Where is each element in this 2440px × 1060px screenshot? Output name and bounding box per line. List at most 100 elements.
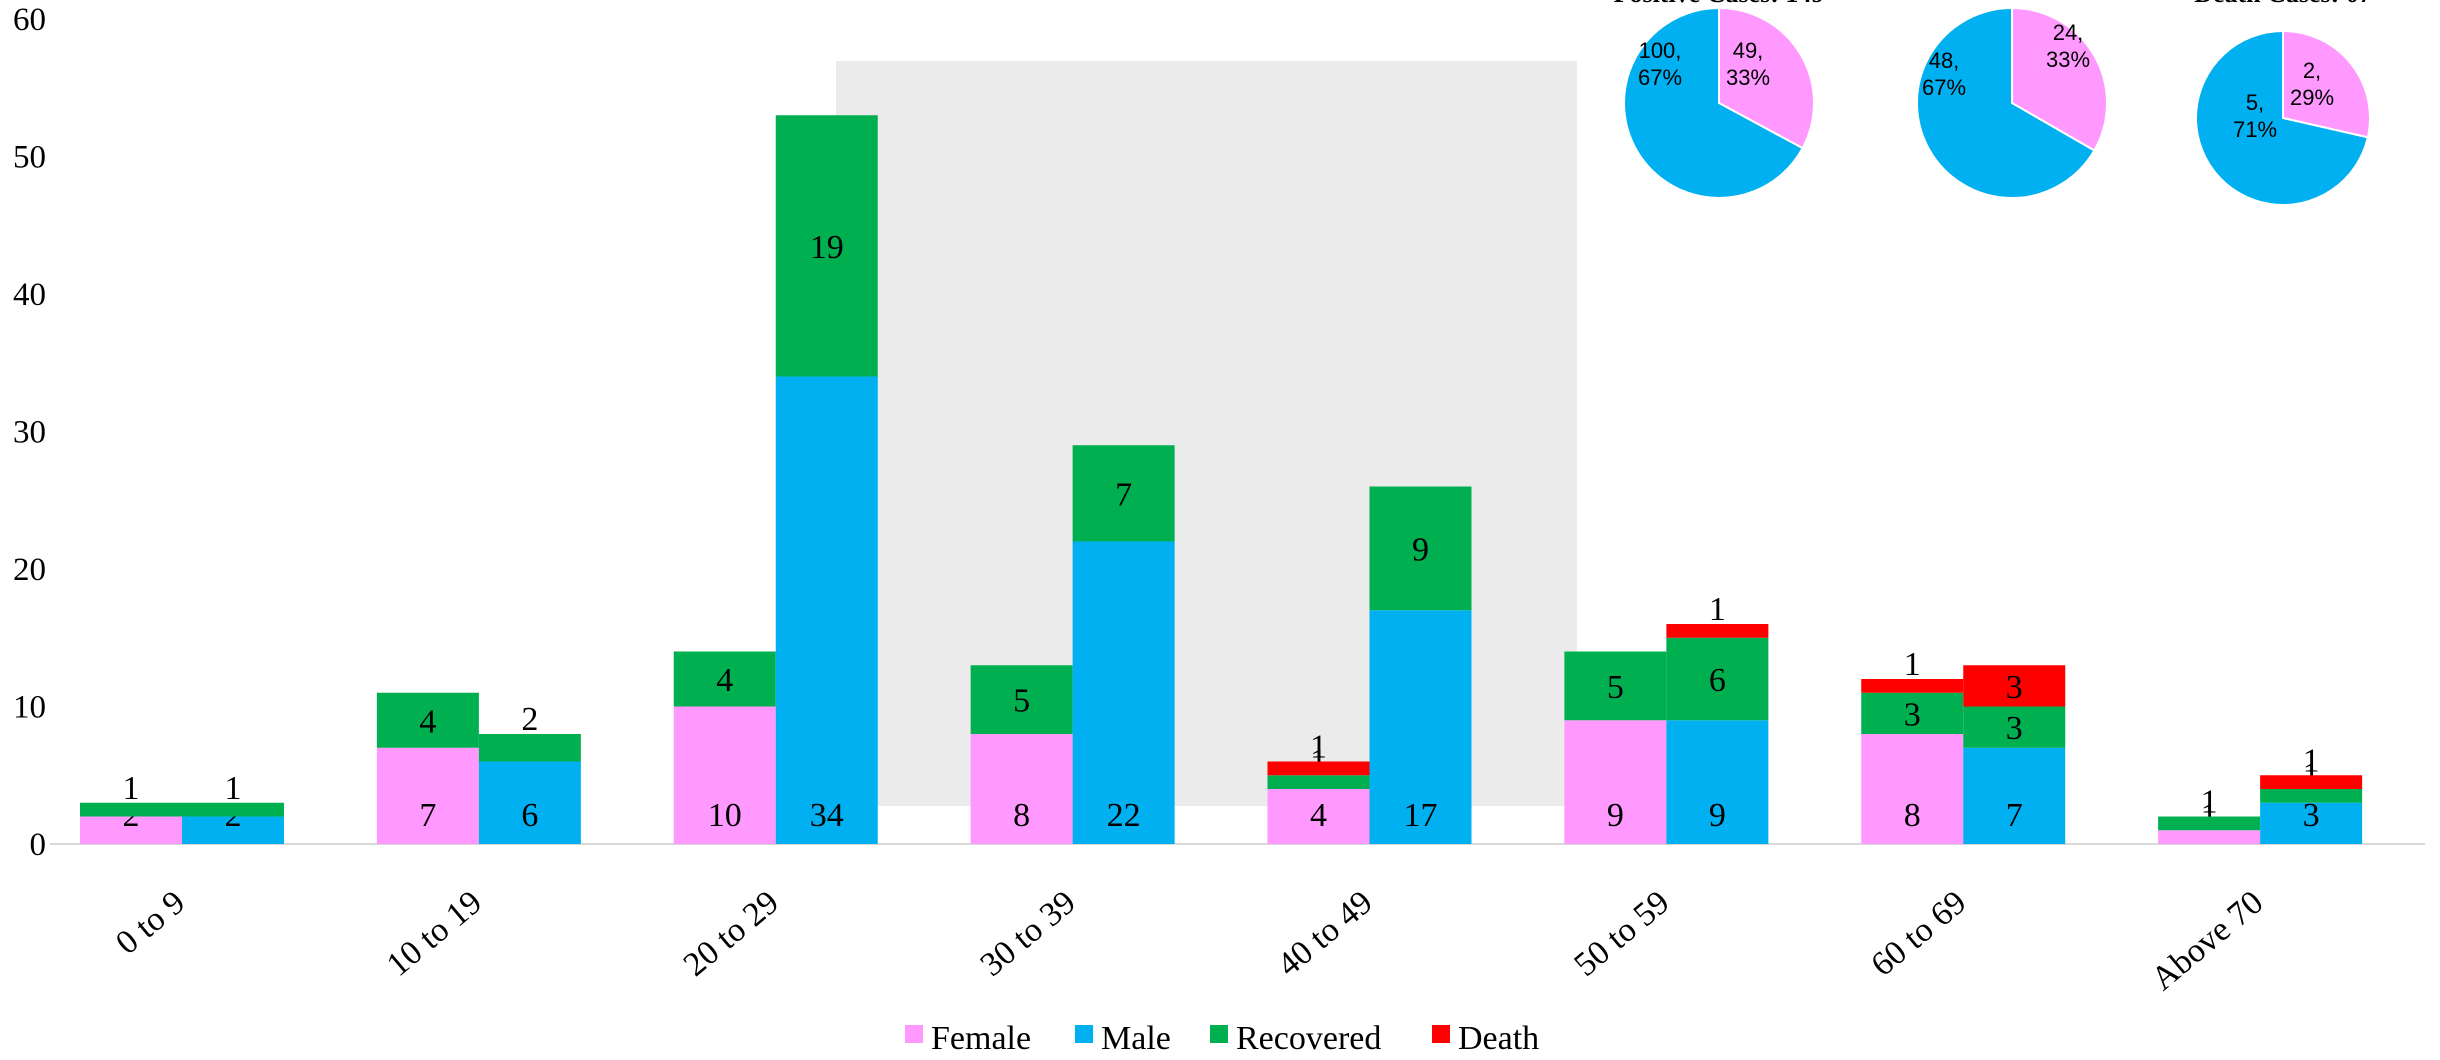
pie-label-line: 33% [2046, 47, 2090, 72]
bar-segment [1564, 651, 1667, 721]
bar-segment [376, 747, 479, 844]
y-tick-label: 0 [30, 827, 47, 863]
data-label: 1 [1709, 591, 1726, 628]
pie-label: 2, 29% [2290, 58, 2334, 110]
data-label: 5 [1013, 683, 1030, 720]
pie-label: 49, 33% [1726, 38, 1770, 90]
pie-label: 48, 67% [1922, 48, 1966, 100]
legend-swatch [905, 1025, 923, 1043]
bar-segment [182, 802, 284, 817]
pie-label-line: 100, [1639, 38, 1682, 63]
bar-segment [775, 115, 878, 377]
data-label: 2 [521, 701, 538, 738]
y-tick-label: 10 [13, 690, 46, 726]
y-tick-label: 50 [13, 140, 46, 176]
x-category-label: 50 to 59 [1567, 884, 1676, 984]
pie-slice [2195, 29, 2370, 206]
data-label: 1 [2303, 742, 2320, 779]
bar-segment [970, 734, 1073, 844]
bar-segment [1963, 665, 2066, 707]
pie-label-line: 48, [1929, 48, 1960, 73]
bar-segment [970, 665, 1073, 734]
data-label: 3 [2303, 797, 2320, 834]
bar-segment [182, 816, 284, 844]
bar-segment [775, 376, 878, 844]
bar-segment [1666, 624, 1769, 638]
pie-label: 100, 67% [1638, 38, 1682, 90]
pie-label-line: 71% [2233, 117, 2277, 142]
bar-segment [1861, 692, 1964, 734]
y-tick-label: 30 [13, 415, 46, 451]
data-label: 19 [810, 229, 844, 266]
pie-label: 5, 71% [2233, 90, 2277, 142]
data-label: 1 [123, 770, 140, 807]
bar-segment [1963, 706, 2066, 748]
pie-label-line: 24, [2053, 20, 2084, 45]
bar-segment [1267, 775, 1370, 789]
legend-swatch [1432, 1025, 1450, 1043]
pie-slice [1623, 6, 1804, 199]
bar-segment [1963, 747, 2066, 844]
bar-segment [2260, 775, 2363, 789]
pie-title: Death Cases: 07 [2194, 0, 2372, 8]
legend-swatch [1210, 1025, 1228, 1043]
bar-segment [1267, 761, 1370, 776]
data-label: 4 [419, 703, 436, 740]
data-label: 17 [1404, 797, 1438, 834]
data-label: 22 [1107, 797, 1141, 834]
bar-segment [2158, 830, 2261, 844]
bar-segment [2158, 816, 2261, 831]
bar-segment [80, 816, 182, 844]
data-label: 34 [810, 797, 844, 834]
pie-label: 24, 33% [2046, 20, 2090, 72]
x-category-label: Above 70 [2144, 884, 2270, 998]
bar-segment [1369, 486, 1472, 611]
data-label: 1 [2201, 784, 2218, 821]
data-label: 9 [1412, 531, 1429, 568]
x-category-label: 0 to 9 [109, 884, 192, 962]
bar-segment [376, 692, 479, 748]
x-category-label: 30 to 39 [974, 884, 1083, 984]
bar-segment [1861, 679, 1964, 693]
legend: Female Male Recovered Death [905, 1020, 1539, 1057]
bar-segment [1564, 720, 1667, 844]
bar-segment [2260, 789, 2363, 803]
pie-slice [1916, 6, 2096, 199]
pie-label-line: 5, [2246, 90, 2264, 115]
y-tick-label: 60 [13, 2, 46, 38]
data-label: 8 [1904, 797, 1921, 834]
pie-charts: 49,33%100,67%Positive Cases: 14924,33%48… [1614, 0, 2372, 206]
pie-label-line: 2, [2303, 58, 2321, 83]
data-label: 6 [1709, 662, 1726, 699]
bar-segment [1072, 541, 1175, 844]
bar-segment [1666, 720, 1769, 844]
legend-label: Female [931, 1020, 1031, 1057]
bar-segment [673, 706, 776, 844]
bar-segment [1861, 734, 1964, 844]
bar-segment [1267, 789, 1370, 844]
y-tick-label: 40 [13, 277, 46, 313]
bar-segment [1072, 445, 1175, 542]
data-label: 5 [1607, 669, 1624, 706]
data-label: 6 [521, 797, 538, 834]
data-label: 8 [1013, 797, 1030, 834]
bar-segment [478, 761, 581, 844]
x-category-label: 40 to 49 [1270, 884, 1379, 984]
data-label: 3 [2006, 669, 2023, 706]
legend-label: Death [1458, 1020, 1539, 1057]
data-label: 4 [716, 662, 733, 699]
pie-title: Positive Cases: 149 [1614, 0, 1825, 8]
x-category-label: 10 to 19 [380, 884, 489, 984]
bar-segment [2260, 802, 2363, 844]
data-label: 1 [1310, 729, 1327, 766]
pie-slice [2282, 29, 2371, 139]
data-label: 9 [1607, 797, 1624, 834]
data-label: 7 [2006, 797, 2023, 834]
pie-label-line: 49, [1733, 38, 1764, 63]
data-label: 7 [419, 797, 436, 834]
pie-slice [2011, 6, 2108, 152]
data-label: 1 [225, 770, 242, 807]
y-tick-label: 20 [13, 552, 46, 588]
data-label: 3 [1904, 696, 1921, 733]
